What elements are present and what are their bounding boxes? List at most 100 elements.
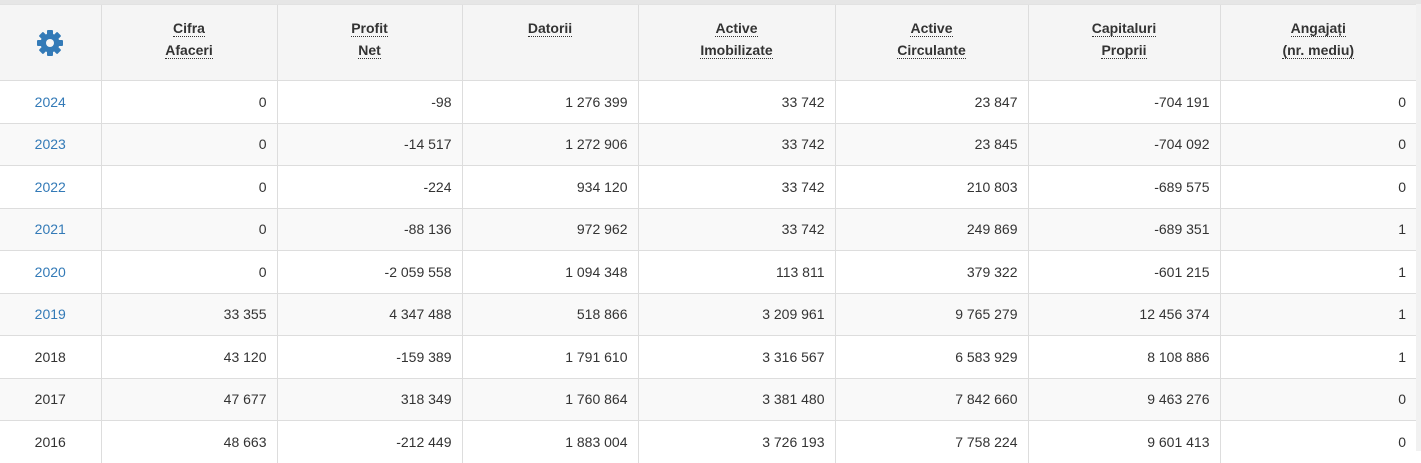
value-text: 8 108 886 bbox=[1147, 348, 1210, 365]
year-text: 2017 bbox=[34, 391, 66, 408]
year-link[interactable]: 2022 bbox=[34, 178, 66, 195]
header-text: Datorii bbox=[527, 20, 573, 37]
value-text: 33 742 bbox=[781, 136, 825, 153]
value-text: 33 742 bbox=[781, 221, 825, 238]
year-link[interactable]: 2024 bbox=[34, 93, 66, 110]
header-text: Afaceri bbox=[165, 42, 213, 59]
header-line: Net bbox=[282, 39, 458, 61]
value-text: 0 bbox=[1398, 433, 1406, 450]
value-cell: 23 845 bbox=[834, 122, 1028, 166]
value-text: 0 bbox=[258, 178, 267, 195]
value-cell: 3 316 567 bbox=[637, 335, 835, 378]
value-cell: 23 847 bbox=[834, 80, 1028, 123]
value-cell: 33 742 bbox=[637, 165, 835, 208]
header-text: Capitaluri bbox=[1091, 20, 1157, 37]
value-cell: 1 094 348 bbox=[461, 250, 638, 293]
year-cell: 2018 bbox=[0, 335, 101, 378]
value-text: 1 bbox=[1398, 348, 1406, 365]
value-cell: -704 191 bbox=[1027, 80, 1220, 123]
column-header[interactable]: Angajați (nr. mediu) bbox=[1219, 5, 1416, 81]
header-line: Active bbox=[840, 17, 1024, 39]
value-cell: 3 381 480 bbox=[637, 377, 835, 421]
value-cell: 249 869 bbox=[834, 207, 1028, 251]
value-cell: 1 bbox=[1219, 335, 1416, 378]
year-cell: 2023 bbox=[0, 122, 101, 166]
settings-cell bbox=[0, 5, 101, 81]
value-text: 1 bbox=[1398, 221, 1406, 238]
column-header[interactable]: Active Imobilizate bbox=[637, 5, 835, 81]
value-text: 1 791 610 bbox=[565, 348, 628, 365]
value-text: -159 389 bbox=[396, 348, 452, 365]
header-text: Circulante bbox=[897, 42, 966, 59]
value-text: 0 bbox=[1398, 136, 1406, 153]
value-text: -689 351 bbox=[1154, 221, 1210, 238]
header-line: Imobilizate bbox=[643, 39, 831, 61]
value-text: -704 092 bbox=[1154, 136, 1210, 153]
year-link[interactable]: 2023 bbox=[34, 136, 66, 153]
value-text: -98 bbox=[431, 93, 452, 110]
value-cell: 1 bbox=[1219, 250, 1416, 293]
value-text: 1 883 004 bbox=[565, 433, 628, 450]
value-text: 1 bbox=[1398, 263, 1406, 280]
value-cell: -2 059 558 bbox=[276, 250, 462, 293]
data-row: 2019 33 355 4 347 488 518 866 3 209 961 9 765… bbox=[0, 292, 1416, 336]
value-cell: 3 209 961 bbox=[637, 292, 835, 336]
header-text: (nr. mediu) bbox=[1282, 42, 1355, 59]
value-text: 210 803 bbox=[966, 178, 1018, 195]
value-cell: 0 bbox=[100, 165, 277, 208]
value-text: -88 136 bbox=[404, 221, 452, 238]
value-cell: 33 742 bbox=[637, 122, 835, 166]
value-text: -689 575 bbox=[1154, 178, 1210, 195]
column-header[interactable]: Cifra Afaceri bbox=[100, 5, 277, 81]
column-header[interactable]: Active Circulante bbox=[834, 5, 1028, 81]
year-cell: 2020 bbox=[0, 250, 101, 293]
value-cell: 0 bbox=[1219, 122, 1416, 166]
value-text: 0 bbox=[258, 93, 267, 110]
column-header[interactable]: Capitaluri Proprii bbox=[1027, 5, 1220, 81]
value-cell: -98 bbox=[276, 80, 462, 123]
header-line: Active bbox=[643, 17, 831, 39]
year-text: 2016 bbox=[34, 433, 66, 450]
value-text: 113 811 bbox=[775, 263, 825, 280]
year-cell: 2019 bbox=[0, 292, 101, 336]
header-line: Proprii bbox=[1033, 39, 1216, 61]
value-text: 0 bbox=[258, 221, 267, 238]
year-link[interactable]: 2020 bbox=[34, 263, 66, 280]
column-header[interactable]: Profit Net bbox=[276, 5, 462, 81]
value-text: 972 962 bbox=[576, 221, 628, 238]
header-line: Cifra bbox=[106, 17, 273, 39]
value-cell: 0 bbox=[1219, 165, 1416, 208]
column-header[interactable]: Datorii bbox=[461, 5, 638, 81]
value-cell: 1 276 399 bbox=[461, 80, 638, 123]
header-line: Afaceri bbox=[106, 39, 273, 61]
value-cell: 48 663 bbox=[100, 420, 277, 463]
value-cell: -704 092 bbox=[1027, 122, 1220, 166]
value-cell: -689 351 bbox=[1027, 207, 1220, 251]
value-cell: 8 108 886 bbox=[1027, 335, 1220, 378]
value-text: 379 322 bbox=[966, 263, 1018, 280]
value-text: 0 bbox=[1398, 178, 1406, 195]
value-text: 249 869 bbox=[966, 221, 1018, 238]
year-link[interactable]: 2021 bbox=[34, 221, 66, 238]
header-line: (nr. mediu) bbox=[1225, 39, 1413, 61]
value-cell: 934 120 bbox=[461, 165, 638, 208]
value-cell: 4 347 488 bbox=[276, 292, 462, 336]
value-cell: 33 742 bbox=[637, 80, 835, 123]
value-text: 7 842 660 bbox=[955, 391, 1018, 408]
data-row: 2021 0 -88 136 972 962 33 742 249 869 -689 351… bbox=[0, 207, 1416, 251]
settings-icon[interactable] bbox=[36, 29, 64, 57]
year-link[interactable]: 2019 bbox=[34, 306, 66, 323]
value-text: 47 677 bbox=[223, 391, 267, 408]
value-text: 33 355 bbox=[223, 306, 267, 323]
data-row: 2018 43 120 -159 389 1 791 610 3 316 567 6 58… bbox=[0, 335, 1416, 378]
top-bar bbox=[0, 0, 1421, 4]
value-text: 4 347 488 bbox=[389, 306, 452, 323]
value-text: 43 120 bbox=[223, 348, 267, 365]
value-text: 3 381 480 bbox=[762, 391, 825, 408]
value-cell: 0 bbox=[100, 80, 277, 123]
data-row: 2016 48 663 -212 449 1 883 004 3 726 193 7 75… bbox=[0, 420, 1416, 463]
value-cell: 3 726 193 bbox=[637, 420, 835, 463]
value-cell: 518 866 bbox=[461, 292, 638, 336]
value-text: 33 742 bbox=[781, 178, 825, 195]
value-text: 1 760 864 bbox=[565, 391, 628, 408]
